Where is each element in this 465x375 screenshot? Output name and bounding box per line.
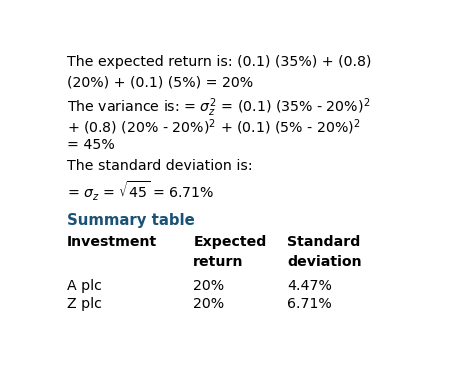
Text: + (0.8) (20% - 20%)$^2$ + (0.1) (5% - 20%)$^2$: + (0.8) (20% - 20%)$^2$ + (0.1) (5% - 20… xyxy=(67,117,361,137)
Text: Z plc: Z plc xyxy=(67,297,102,311)
Text: 20%: 20% xyxy=(193,279,225,292)
Text: = $\sigma_z$ = $\sqrt{45}$ = 6.71%: = $\sigma_z$ = $\sqrt{45}$ = 6.71% xyxy=(67,180,214,203)
Text: A plc: A plc xyxy=(67,279,102,292)
Text: Expected: Expected xyxy=(193,235,266,249)
Text: The expected return is: (0.1) (35%) + (0.8): The expected return is: (0.1) (35%) + (0… xyxy=(67,55,372,69)
Text: 20%: 20% xyxy=(193,297,225,311)
Text: deviation: deviation xyxy=(287,255,362,269)
Text: 6.71%: 6.71% xyxy=(287,297,332,311)
Text: = 45%: = 45% xyxy=(67,138,115,152)
Text: Summary table: Summary table xyxy=(67,213,195,228)
Text: Investment: Investment xyxy=(67,235,157,249)
Text: The variance is: = $\sigma^2_z$ = (0.1) (35% - 20%)$^2$: The variance is: = $\sigma^2_z$ = (0.1) … xyxy=(67,97,371,119)
Text: (20%) + (0.1) (5%) = 20%: (20%) + (0.1) (5%) = 20% xyxy=(67,76,253,90)
Text: 4.47%: 4.47% xyxy=(287,279,332,292)
Text: Standard: Standard xyxy=(287,235,360,249)
Text: return: return xyxy=(193,255,244,269)
Text: The standard deviation is:: The standard deviation is: xyxy=(67,159,253,173)
